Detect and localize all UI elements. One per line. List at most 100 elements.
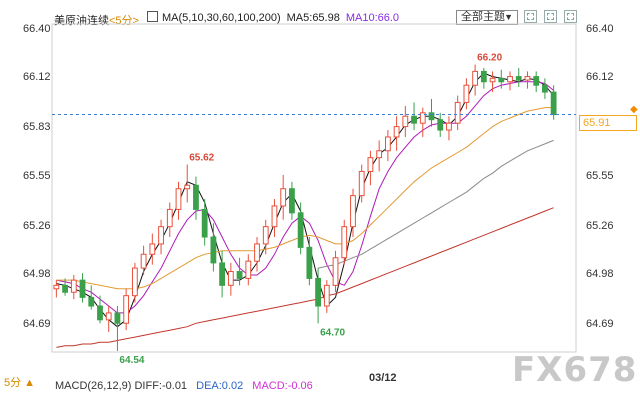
y-tick-label: 66.12	[586, 71, 614, 84]
candle-body	[454, 101, 461, 124]
candle-body	[524, 76, 531, 81]
candle-body	[367, 157, 374, 172]
candle-body	[350, 195, 356, 228]
candle-body	[201, 208, 208, 238]
y-tick-label: 65.26	[23, 219, 51, 232]
candle-body	[166, 208, 173, 228]
candle-body	[428, 112, 435, 121]
plot-frame	[51, 23, 577, 353]
crosshair-icon[interactable]	[524, 10, 537, 23]
price-up-arrow-icon: ◆	[630, 104, 638, 115]
y-tick-label: 66.12	[23, 71, 51, 84]
candle-body	[62, 284, 68, 293]
candle-body	[245, 260, 252, 279]
candle-body	[376, 150, 383, 159]
draw-tool-icon[interactable]	[544, 10, 557, 23]
y-tick-label: 65.26	[586, 219, 614, 232]
candle-body	[227, 271, 234, 286]
candle-body	[70, 279, 77, 293]
theme-dropdown[interactable]: 全部主题 ▼	[456, 10, 518, 25]
price-annotation: 64.70	[320, 327, 345, 338]
candle-body	[236, 271, 243, 279]
price-annotation: 66.20	[477, 53, 502, 64]
y-tick-label: 64.69	[23, 318, 51, 330]
candle-body	[393, 126, 400, 138]
candle-body	[402, 115, 409, 128]
indicator-bar: 5分 ▲ 03/12 MACD(26,12,9) DIFF:-0.01 DEA:…	[0, 372, 640, 400]
ma-legend: MA(5,10,30,60,100,200) MA5:65.98 MA10:66.0	[162, 12, 399, 24]
ma-settings-icon[interactable]	[147, 11, 158, 22]
ma10-value: MA10:66.0	[345, 12, 400, 24]
candle-body	[140, 253, 147, 269]
candle-body	[297, 212, 304, 248]
candle-body	[384, 136, 391, 152]
candle-body	[131, 267, 138, 297]
candle-body	[158, 226, 164, 245]
ma-params: MA(5,10,30,60,100,200)	[162, 12, 281, 24]
candle-body	[114, 312, 121, 324]
chart-toolbar: 美原油连续<5分> MA(5,10,30,60,100,200) MA5:65.9…	[0, 0, 640, 27]
candle-body	[262, 226, 269, 245]
candle-body	[358, 170, 365, 197]
macd-legend: MACD(26,12,9) DIFF:-0.01 DEA:0.02 MACD:-…	[55, 380, 313, 392]
chevron-down-icon: ▼	[504, 12, 513, 22]
candle-body	[271, 205, 278, 228]
y-tick-label: 65.83	[23, 121, 51, 134]
candle-body	[472, 70, 479, 86]
y-tick-label: 65.55	[586, 169, 614, 182]
y-tick-label: 65.55	[23, 169, 51, 182]
candle-body	[332, 257, 339, 286]
candle-body	[446, 122, 452, 131]
candle-body	[542, 84, 548, 93]
price-annotation: 65.62	[189, 153, 214, 164]
candle-body	[280, 188, 287, 207]
macd-params: MACD(26,12,9)	[55, 380, 132, 392]
ma-line-ma30	[56, 107, 554, 290]
candle-body	[88, 296, 95, 307]
candle-body	[463, 84, 470, 103]
candle-body	[193, 184, 199, 210]
ma-line-ma60	[317, 139, 554, 269]
candle-body	[507, 76, 513, 83]
theme-dropdown-label: 全部主题	[461, 11, 505, 23]
current-price-tag: 65.91	[579, 115, 637, 131]
candle-body	[105, 312, 112, 321]
candle-body	[550, 91, 557, 116]
candle-body	[79, 279, 86, 298]
candle-body	[323, 284, 330, 307]
candle-body	[210, 236, 217, 264]
y-tick-label: 64.69	[586, 318, 614, 330]
candle-body	[437, 119, 444, 131]
candle-body	[341, 226, 348, 259]
candle-body	[53, 284, 60, 290]
candle-body	[184, 184, 191, 190]
candle-body	[533, 76, 540, 86]
candle-body	[219, 262, 226, 286]
y-tick-label: 64.98	[586, 267, 614, 280]
candle-body	[411, 115, 417, 124]
candle-body	[289, 188, 295, 214]
fullscreen-icon[interactable]	[564, 10, 577, 23]
period-selector[interactable]: 5分 ▲	[4, 377, 36, 389]
candle-body	[489, 77, 496, 83]
y-tick-label: 66.40	[586, 23, 614, 35]
candle-body	[515, 76, 522, 81]
x-axis-date-label: 03/12	[369, 372, 397, 384]
y-tick-label: 64.98	[23, 267, 51, 280]
y-tick-label: 66.40	[23, 23, 51, 35]
candle-body	[97, 305, 103, 321]
ma-line-ma5	[56, 72, 554, 328]
candle-body	[306, 246, 313, 279]
watermark-logo: FX678	[512, 350, 638, 390]
candle-body	[315, 277, 321, 307]
candle-body	[175, 188, 182, 210]
ma-line-ma10	[56, 81, 554, 314]
candle-body	[480, 70, 487, 83]
candle-body	[419, 112, 426, 124]
candle-body	[498, 77, 505, 83]
ma5-value: MA5:65.98	[286, 12, 340, 24]
macd-dea: DEA:0.02	[196, 380, 244, 392]
candle-body	[123, 295, 130, 324]
ma-line-ma100	[56, 207, 554, 348]
